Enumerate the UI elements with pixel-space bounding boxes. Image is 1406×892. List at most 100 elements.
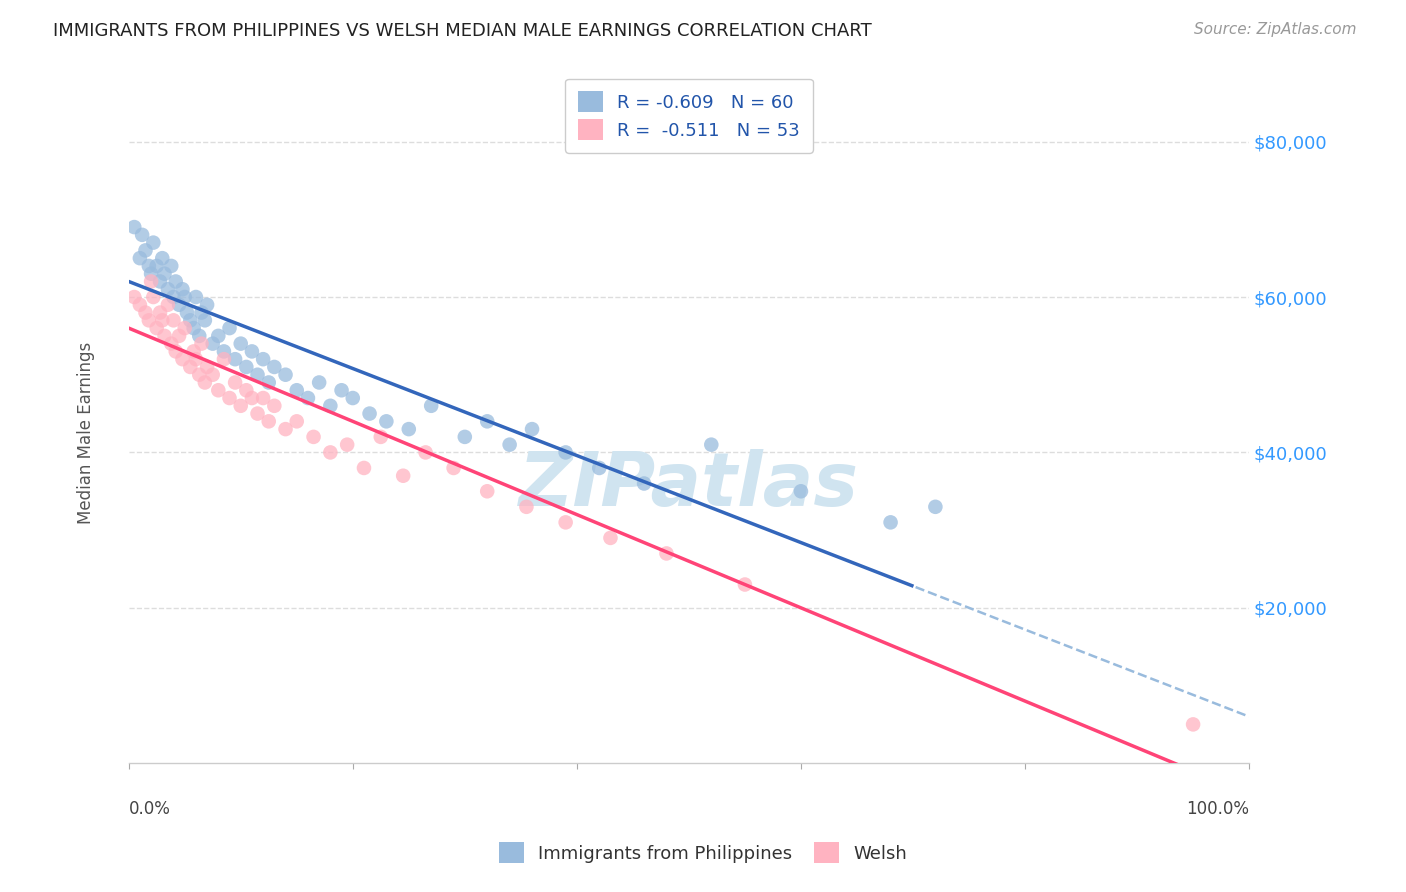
Point [139, 267, 162, 281]
Point [165, 275, 187, 289]
Point [588, 461, 610, 475]
Point [297, 391, 319, 405]
Point [183, 344, 205, 359]
Point [700, 437, 723, 451]
Point [207, 384, 229, 398]
Point [1182, 717, 1205, 731]
Point [153, 329, 176, 343]
Point [195, 359, 218, 374]
Point [252, 352, 274, 367]
Point [246, 407, 269, 421]
Point [134, 244, 156, 258]
Text: Source: ZipAtlas.com: Source: ZipAtlas.com [1194, 22, 1357, 37]
Point [165, 344, 187, 359]
Text: ZIPatlas: ZIPatlas [519, 450, 859, 523]
Point [138, 259, 160, 273]
Point [240, 344, 263, 359]
Point [156, 298, 179, 312]
Point [138, 313, 160, 327]
Point [330, 384, 353, 398]
Point [454, 430, 477, 444]
Point [207, 329, 229, 343]
Point [218, 321, 240, 335]
Text: IMMIGRANTS FROM PHILIPPINES VS WELSH MEDIAN MALE EARNINGS CORRELATION CHART: IMMIGRANTS FROM PHILIPPINES VS WELSH MED… [53, 22, 872, 40]
Point [655, 546, 678, 560]
Point [139, 275, 162, 289]
Point [172, 282, 194, 296]
Point [257, 414, 280, 428]
Point [218, 391, 240, 405]
Point [274, 368, 297, 382]
Point [790, 484, 813, 499]
Point [285, 384, 308, 398]
Point [353, 461, 375, 475]
Point [285, 414, 308, 428]
Point [370, 430, 392, 444]
Point [319, 445, 342, 459]
Point [443, 461, 465, 475]
Point [246, 368, 269, 382]
Point [633, 476, 655, 491]
Point [179, 359, 201, 374]
Point [498, 437, 520, 451]
Point [274, 422, 297, 436]
Point [515, 500, 537, 514]
Point [172, 352, 194, 367]
Point [477, 414, 499, 428]
Point [554, 516, 576, 530]
Point [235, 359, 257, 374]
Point [599, 531, 621, 545]
Point [145, 259, 167, 273]
Point [263, 359, 285, 374]
Point [190, 336, 212, 351]
Point [149, 305, 172, 319]
Point [142, 290, 165, 304]
Point [167, 298, 190, 312]
Point [398, 422, 420, 436]
Point [308, 376, 330, 390]
Point [520, 422, 543, 436]
Point [142, 235, 165, 250]
Point [734, 577, 756, 591]
Point [924, 500, 946, 514]
Point [212, 352, 235, 367]
Point [131, 227, 153, 242]
Point [184, 290, 207, 304]
Point [160, 336, 183, 351]
Point [149, 275, 172, 289]
Legend: Immigrants from Philippines, Welsh: Immigrants from Philippines, Welsh [489, 833, 917, 872]
Point [190, 305, 212, 319]
Point [184, 352, 207, 367]
Point [229, 336, 252, 351]
Point [195, 298, 218, 312]
Point [176, 305, 198, 319]
Point [194, 313, 217, 327]
Point [124, 220, 146, 235]
Point [224, 376, 246, 390]
Point [257, 376, 280, 390]
Point [128, 251, 150, 265]
Point [212, 344, 235, 359]
Point [235, 384, 257, 398]
Point [160, 259, 183, 273]
Point [224, 352, 246, 367]
Point [145, 321, 167, 335]
Text: Median Male Earnings: Median Male Earnings [77, 342, 96, 524]
Point [162, 313, 184, 327]
Point [153, 267, 176, 281]
Point [201, 336, 224, 351]
Point [124, 290, 146, 304]
Point [263, 399, 285, 413]
Point [167, 329, 190, 343]
Point [150, 313, 173, 327]
Point [156, 282, 179, 296]
Point [229, 399, 252, 413]
Point [319, 399, 342, 413]
Point [336, 437, 359, 451]
Point [183, 321, 205, 335]
Point [173, 321, 195, 335]
Point [554, 445, 576, 459]
Point [342, 391, 364, 405]
Point [134, 305, 156, 319]
Point [188, 329, 211, 343]
